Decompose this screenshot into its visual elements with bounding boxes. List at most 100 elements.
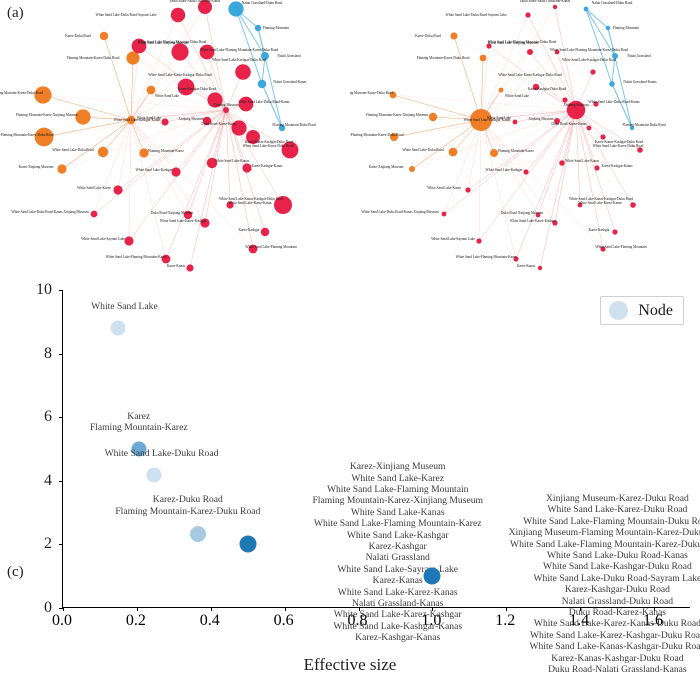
network-node[interactable] — [450, 32, 458, 40]
network-node[interactable] — [552, 4, 558, 10]
network-node[interactable] — [390, 133, 398, 141]
network-node[interactable] — [126, 51, 140, 65]
network-node[interactable] — [470, 109, 492, 131]
network-node[interactable] — [448, 147, 458, 157]
x-tick-label: 0.6 — [273, 612, 294, 629]
network-node[interactable] — [99, 31, 109, 41]
network-node[interactable] — [566, 100, 586, 120]
scatter-point[interactable] — [131, 441, 147, 457]
network-node[interactable] — [231, 120, 247, 136]
network-panel-b: (b) White Sand Lake-Duku Road-Sayram Lak… — [350, 0, 700, 278]
network-node[interactable] — [523, 169, 529, 175]
network-node[interactable] — [527, 49, 533, 55]
scatter-point[interactable] — [423, 567, 441, 585]
network-node[interactable] — [605, 25, 611, 31]
network-node[interactable] — [200, 218, 210, 228]
network-node[interactable] — [260, 227, 270, 237]
network-node[interactable] — [554, 118, 560, 124]
network-node[interactable] — [479, 54, 487, 62]
network-node[interactable] — [586, 125, 592, 131]
network-node[interactable] — [278, 124, 286, 132]
network-node[interactable] — [207, 92, 223, 108]
network-node[interactable] — [90, 210, 98, 218]
network-node[interactable] — [261, 52, 269, 60]
network-node[interactable] — [532, 83, 540, 91]
network-node[interactable] — [254, 24, 262, 32]
y-tick-label: 0 — [44, 599, 52, 616]
network-node[interactable] — [609, 81, 615, 87]
network-node[interactable] — [486, 43, 492, 49]
network-node[interactable] — [512, 119, 518, 125]
network-node[interactable] — [428, 112, 438, 122]
network-node[interactable] — [490, 149, 498, 157]
network-node[interactable] — [170, 7, 186, 23]
network-node[interactable] — [583, 6, 589, 12]
network-node[interactable] — [637, 147, 643, 153]
network-node[interactable] — [226, 201, 234, 209]
network-node[interactable] — [202, 116, 212, 126]
network-node[interactable] — [206, 157, 218, 169]
y-tick-mark — [59, 290, 63, 291]
network-node[interactable] — [562, 97, 568, 103]
network-node[interactable] — [126, 115, 136, 125]
scatter-point[interactable] — [189, 525, 206, 542]
network-node[interactable] — [577, 202, 583, 208]
network-node[interactable] — [186, 264, 194, 272]
scatter-point[interactable] — [110, 320, 126, 336]
network-node[interactable] — [257, 79, 267, 89]
network-node[interactable] — [248, 244, 258, 254]
network-node[interactable] — [537, 265, 543, 271]
network-node[interactable] — [242, 163, 252, 173]
network-node[interactable] — [552, 220, 558, 226]
network-node[interactable] — [97, 146, 109, 158]
network-node[interactable] — [238, 96, 254, 112]
network-node[interactable] — [57, 164, 67, 174]
network-node[interactable] — [593, 101, 599, 107]
network-node[interactable] — [146, 85, 156, 95]
legend[interactable]: Node — [600, 296, 684, 325]
network-node[interactable] — [554, 49, 560, 55]
network-node[interactable] — [75, 109, 91, 125]
network-node[interactable] — [171, 167, 181, 177]
network-node[interactable] — [559, 160, 565, 166]
network-node[interactable] — [223, 107, 229, 113]
network-node[interactable] — [198, 0, 212, 14]
network-node[interactable] — [513, 256, 519, 262]
network-node[interactable] — [629, 125, 635, 131]
network-node[interactable] — [409, 166, 415, 172]
network-node[interactable] — [630, 202, 636, 208]
network-node[interactable] — [131, 38, 147, 54]
network-node[interactable] — [612, 229, 618, 235]
network-node[interactable] — [171, 43, 189, 61]
network-node[interactable] — [124, 236, 134, 246]
network-node[interactable] — [246, 130, 260, 144]
scatter-point[interactable] — [146, 467, 161, 483]
network-node[interactable] — [281, 141, 299, 159]
network-node[interactable] — [34, 127, 54, 147]
network-node[interactable] — [535, 212, 541, 218]
network-node[interactable] — [199, 44, 215, 60]
network-node[interactable] — [600, 134, 606, 140]
point-label: White Sand Lake-Kashgar-Duku Road — [543, 561, 692, 573]
network-node[interactable] — [389, 91, 397, 99]
network-node[interactable] — [441, 211, 447, 217]
network-node[interactable] — [525, 12, 531, 18]
network-node[interactable] — [235, 64, 251, 80]
network-node[interactable] — [161, 254, 171, 264]
network-node[interactable] — [139, 148, 149, 158]
network-node[interactable] — [612, 53, 618, 59]
network-node[interactable] — [476, 238, 482, 244]
network-node[interactable] — [590, 69, 596, 75]
network-node[interactable] — [177, 78, 195, 96]
network-node[interactable] — [594, 165, 600, 171]
network-node[interactable] — [274, 196, 292, 214]
network-node[interactable] — [600, 246, 606, 252]
network-node[interactable] — [34, 86, 52, 104]
network-node[interactable] — [498, 87, 504, 93]
network-node[interactable] — [183, 210, 193, 220]
network-node[interactable] — [113, 185, 123, 195]
network-node[interactable] — [228, 1, 244, 17]
scatter-point[interactable] — [239, 535, 257, 553]
network-node[interactable] — [465, 187, 471, 193]
network-node[interactable] — [161, 118, 169, 126]
